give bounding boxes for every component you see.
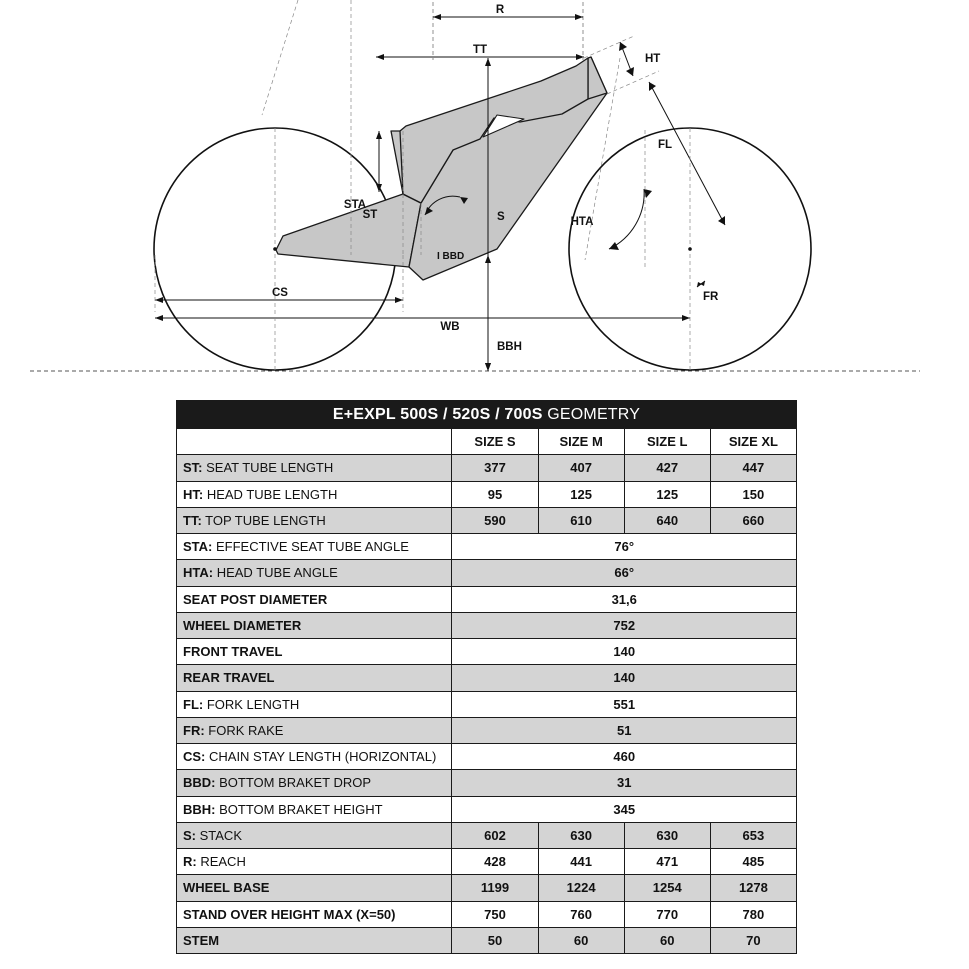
- svg-text:I BBD: I BBD: [437, 251, 464, 262]
- svg-text:BBH: BBH: [497, 341, 522, 353]
- svg-text:R: R: [496, 4, 505, 16]
- svg-text:HTA: HTA: [571, 216, 594, 228]
- svg-text:WB: WB: [440, 321, 459, 333]
- svg-text:HT: HT: [645, 53, 660, 65]
- svg-text:CS: CS: [272, 287, 288, 299]
- svg-text:S: S: [497, 211, 505, 223]
- svg-text:TT: TT: [473, 44, 487, 56]
- svg-text:FR: FR: [703, 291, 719, 303]
- svg-text:FL: FL: [658, 139, 672, 151]
- svg-text:STA: STA: [344, 199, 366, 211]
